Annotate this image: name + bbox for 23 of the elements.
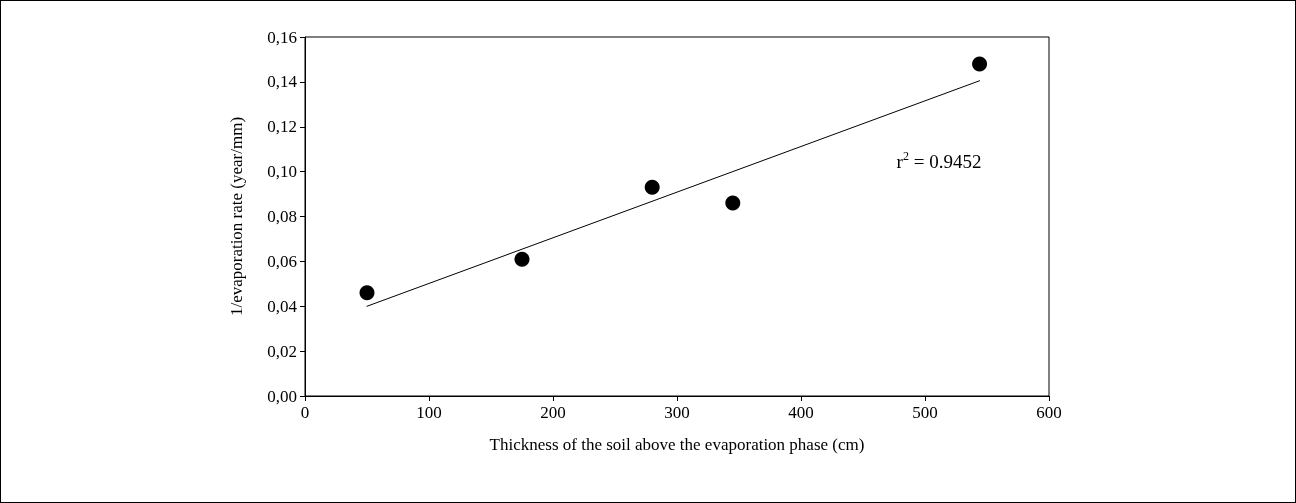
x-tick-label: 200 (540, 403, 566, 422)
y-tick-label: 0,06 (267, 251, 297, 271)
y-tick-label: 0,10 (267, 162, 297, 182)
point (359, 285, 375, 301)
point (972, 56, 988, 72)
x-tick-label: 100 (416, 403, 442, 422)
y-tick-label: 0,02 (267, 341, 297, 361)
y-tick-label: 0,14 (267, 72, 298, 92)
y-axis-title: 1/evaporation rate (year/mm) (227, 116, 246, 317)
point (514, 251, 530, 267)
point (725, 195, 741, 211)
x-tick-label: 300 (664, 403, 690, 422)
y-tick-label: 0,12 (267, 117, 297, 137)
point (644, 179, 660, 195)
x-axis-title: Thickness of the soil above the evaporation phase (cm) (489, 435, 865, 454)
x-tick-label: 0 (300, 403, 310, 422)
x-tick-label: 600 (1036, 403, 1062, 422)
y-tick-label: 0,16 (267, 27, 297, 47)
x-tick-label: 400 (788, 403, 814, 422)
y-tick-label: 0,04 (267, 296, 298, 316)
y-tick-label: 0,00 (267, 386, 297, 406)
x-tick-label: 500 (912, 403, 938, 422)
y-tick-label: 0,08 (267, 207, 297, 226)
